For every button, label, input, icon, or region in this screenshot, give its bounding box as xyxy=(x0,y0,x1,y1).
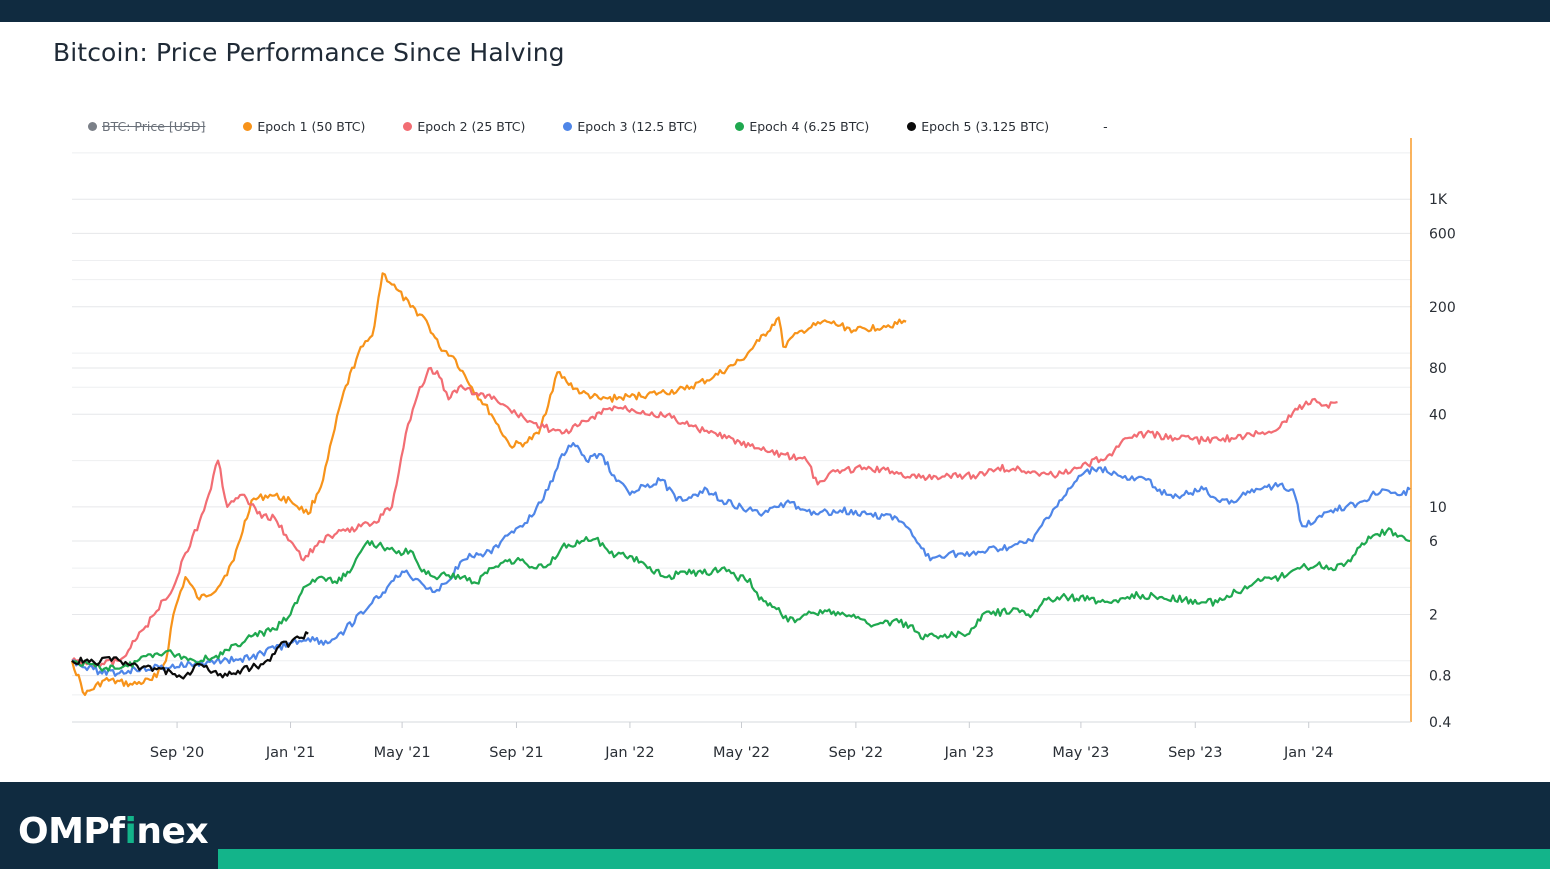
series-line-epoch-1 xyxy=(70,272,907,696)
logo-text-main: OMPf xyxy=(18,811,125,852)
y-tick-label: 200 xyxy=(1429,300,1456,316)
x-tick-label: May '21 xyxy=(374,745,431,761)
axes: 0.4 0.8 2 6 10 40 80 200 600 1K Sep '20 Jan '21 May … xyxy=(72,138,1456,761)
y-tick-label: 0.4 xyxy=(1429,715,1451,731)
x-tick-label: Jan '22 xyxy=(604,745,654,761)
series-line-epoch-2 xyxy=(71,366,1338,668)
legend-item-epoch-4[interactable]: Epoch 4 (6.25 BTC) xyxy=(735,119,869,134)
legend-item-epoch-1[interactable]: Epoch 1 (50 BTC) xyxy=(243,119,365,134)
legend-label: BTC: Price [USD] xyxy=(102,118,206,134)
logo-text-accent: i xyxy=(124,811,137,852)
legend-dot-icon xyxy=(563,121,573,131)
series-lines xyxy=(70,272,1411,696)
y-tick-label: 10 xyxy=(1429,500,1447,516)
top-bar xyxy=(0,0,1550,22)
x-tick-label: May '22 xyxy=(713,745,770,761)
x-tick-label: Sep '21 xyxy=(489,745,543,761)
y-tick-label: 40 xyxy=(1429,407,1447,423)
x-tick-label: Sep '22 xyxy=(829,745,883,761)
legend-dot-icon xyxy=(735,121,745,131)
legend-label: Epoch 2 (25 BTC) xyxy=(417,118,526,134)
legend-dot-icon xyxy=(907,121,917,131)
y-tick-label: 80 xyxy=(1429,361,1447,377)
legend-item-btc-price[interactable]: BTC: Price [USD] xyxy=(88,119,205,134)
legend-label: Epoch 4 (6.25 BTC) xyxy=(749,118,870,134)
footer: OMPfinex xyxy=(0,782,1550,869)
y-tick-label: 600 xyxy=(1429,226,1456,242)
x-tick-label: Jan '23 xyxy=(944,745,994,761)
legend-extra: - xyxy=(1103,118,1108,134)
legend-dot-icon xyxy=(88,121,97,131)
grid-lines xyxy=(72,152,1411,723)
footer-accent-bar xyxy=(218,849,1550,869)
price-performance-chart: 0.4 0.8 2 6 10 40 80 200 600 1K Sep '20 Jan '21 May … xyxy=(70,138,1456,761)
y-tick-label: 1K xyxy=(1429,192,1448,208)
series-line-epoch-4 xyxy=(71,527,1411,672)
chart-title: Bitcoin: Price Performance Since Halving xyxy=(53,38,565,67)
x-tick-label: Sep '20 xyxy=(150,745,204,761)
legend-item-epoch-2[interactable]: Epoch 2 (25 BTC) xyxy=(403,119,525,134)
legend-dot-icon xyxy=(243,121,253,131)
legend-label: Epoch 1 (50 BTC) xyxy=(257,118,366,134)
y-tick-label: 0.8 xyxy=(1429,669,1451,685)
x-tick-label: Jan '24 xyxy=(1283,745,1333,761)
logo-text-end: nex xyxy=(136,811,209,852)
chart-legend: BTC: Price [USD] Epoch 1 (50 BTC) Epoch … xyxy=(88,116,1108,136)
legend-label: Epoch 5 (3.125 BTC) xyxy=(921,118,1050,134)
legend-dot-icon xyxy=(403,121,413,131)
series-line-epoch-5 xyxy=(71,631,309,680)
x-tick-label: May '23 xyxy=(1052,745,1109,761)
brand-logo[interactable]: OMPfinex xyxy=(18,811,209,852)
y-tick-label: 2 xyxy=(1429,607,1438,623)
series-line-epoch-3 xyxy=(71,442,1411,677)
y-tick-label: 6 xyxy=(1429,534,1438,550)
legend-label: Epoch 3 (12.5 BTC) xyxy=(577,118,698,134)
legend-item-epoch-3[interactable]: Epoch 3 (12.5 BTC) xyxy=(563,119,697,134)
legend-item-epoch-5[interactable]: Epoch 5 (3.125 BTC) xyxy=(907,119,1049,134)
x-tick-label: Jan '21 xyxy=(265,745,315,761)
x-tick-label: Sep '23 xyxy=(1168,745,1222,761)
